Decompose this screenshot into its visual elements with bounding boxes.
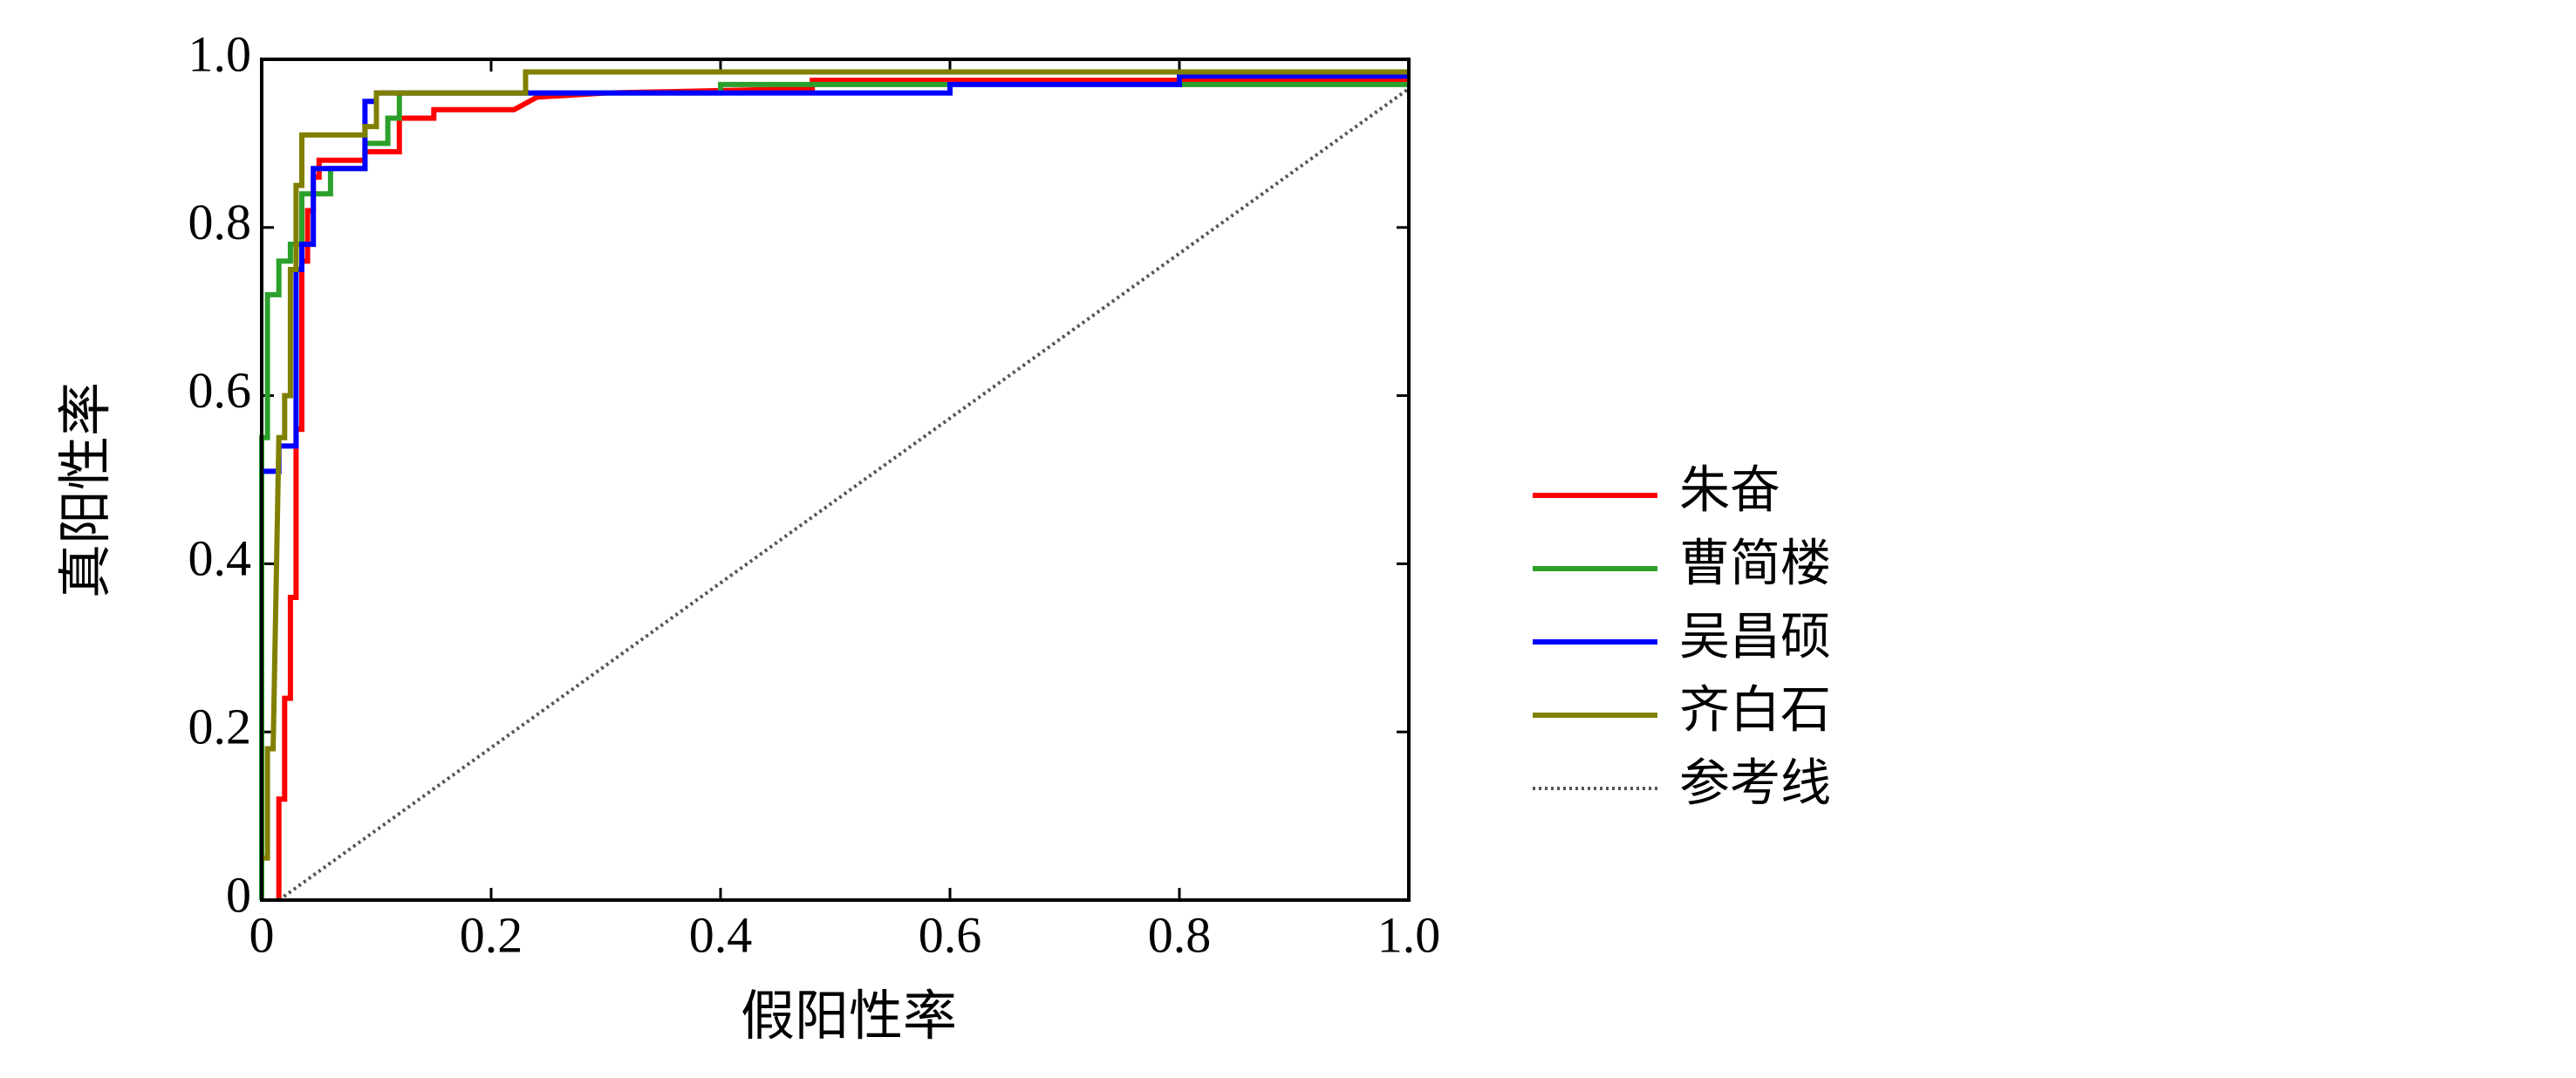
y-tick-label: 0.8 — [188, 194, 252, 250]
x-tick-label: 0 — [249, 906, 275, 963]
legend-label: 参考线 — [1679, 754, 1831, 811]
y-tick-label: 0.2 — [188, 699, 252, 755]
x-tick-label: 0.6 — [919, 906, 982, 963]
plot-frame — [260, 58, 1411, 902]
x-axis-label: 假阳性率 — [741, 987, 957, 1047]
x-tick-label: 0.8 — [1148, 906, 1212, 963]
y-axis-label: 真阳性率 — [57, 382, 116, 598]
series-line — [262, 69, 1409, 861]
series-line — [276, 78, 1409, 900]
x-tick-label: 0.4 — [689, 906, 753, 963]
legend-label: 曹简楼 — [1679, 535, 1831, 591]
series-line — [259, 81, 1409, 900]
legend-label: 吴昌硕 — [1679, 608, 1831, 665]
y-tick-label: 1.0 — [188, 25, 252, 82]
y-tick-label: 0.4 — [188, 530, 252, 587]
series-line — [262, 73, 1409, 474]
y-tick-label: 0.6 — [188, 362, 252, 419]
x-tick-label: 0.2 — [460, 906, 523, 963]
y-tick-label: 0 — [226, 866, 251, 923]
legend-label: 齐白石 — [1679, 681, 1831, 738]
legend-label: 朱奋 — [1679, 461, 1780, 518]
x-tick-label: 1.0 — [1377, 906, 1441, 963]
series-line — [277, 87, 1411, 902]
